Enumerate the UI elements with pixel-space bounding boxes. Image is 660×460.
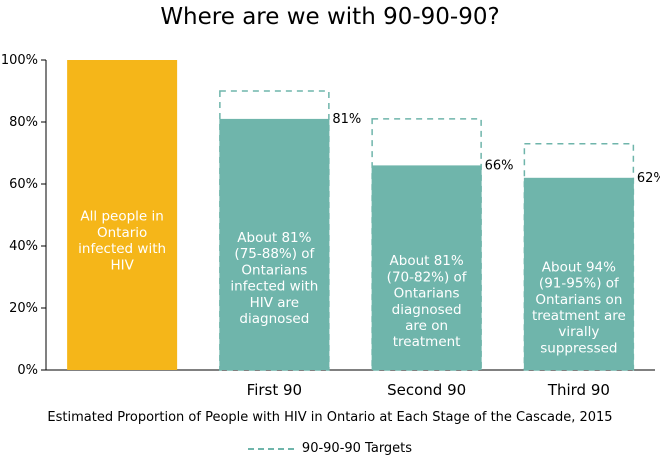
bar-text-line: All people in <box>80 209 163 225</box>
bar-text-line: Ontarians <box>241 262 307 278</box>
bar-text-line: virally <box>558 324 599 340</box>
category-label: First 90 <box>247 381 302 399</box>
y-tick-label: 40% <box>9 239 38 254</box>
bar-text-line: About 81% <box>390 253 464 269</box>
bar-text-line: (75-88%) of <box>234 246 315 262</box>
bar <box>67 60 178 370</box>
value-label: 81% <box>332 112 361 127</box>
legend: 90-90-90 Targets <box>0 441 660 456</box>
bar-text-line: are on <box>405 318 448 334</box>
value-label: 62% <box>637 171 660 186</box>
bar-text-line: HIV <box>110 257 134 273</box>
bar-text-line: diagnosed <box>392 302 462 318</box>
bar-text-line: Ontario <box>97 225 147 241</box>
y-tick-label: 20% <box>9 301 38 316</box>
bar-text-line: suppressed <box>540 340 617 356</box>
target-outline <box>219 90 330 371</box>
bar-text-line: diagnosed <box>239 311 309 327</box>
bar-text-line: infected with <box>230 279 318 295</box>
bar <box>371 165 482 370</box>
chart-plot: 0%20%40%60%80%100% All people inOntarioi… <box>1 53 660 399</box>
bar-text-line: (91-95%) of <box>539 276 620 292</box>
bar-text-line: treatment are <box>532 308 626 324</box>
bar-text-line: infected with <box>78 241 166 257</box>
bar <box>523 177 634 370</box>
bar-text-line: About 81% <box>237 230 311 246</box>
bar-text-line: About 94% <box>542 259 616 275</box>
legend-swatch-dashed <box>247 447 294 450</box>
legend-label: 90-90-90 Targets <box>301 441 413 456</box>
bar-text-line: Ontarians <box>394 286 460 302</box>
category-label: Second 90 <box>387 381 466 399</box>
bar <box>219 118 330 371</box>
y-tick-label: 100% <box>1 53 38 68</box>
y-tick-label: 0% <box>17 363 38 378</box>
category-label: Third 90 <box>547 381 610 399</box>
bar-text-line: treatment <box>393 334 461 350</box>
target-outline <box>371 118 482 371</box>
bar-text-line: HIV are <box>250 295 300 311</box>
y-tick-label: 80% <box>9 115 38 130</box>
x-axis-label: Estimated Proportion of People with HIV … <box>47 410 613 425</box>
value-label: 66% <box>485 158 514 173</box>
target-outline <box>523 142 635 371</box>
chart-title: Where are we with 90-90-90? <box>160 4 500 30</box>
bar-text-line: (70-82%) of <box>387 269 468 285</box>
bar-text-line: Ontarians on <box>535 292 622 308</box>
y-tick-label: 60% <box>9 177 38 192</box>
